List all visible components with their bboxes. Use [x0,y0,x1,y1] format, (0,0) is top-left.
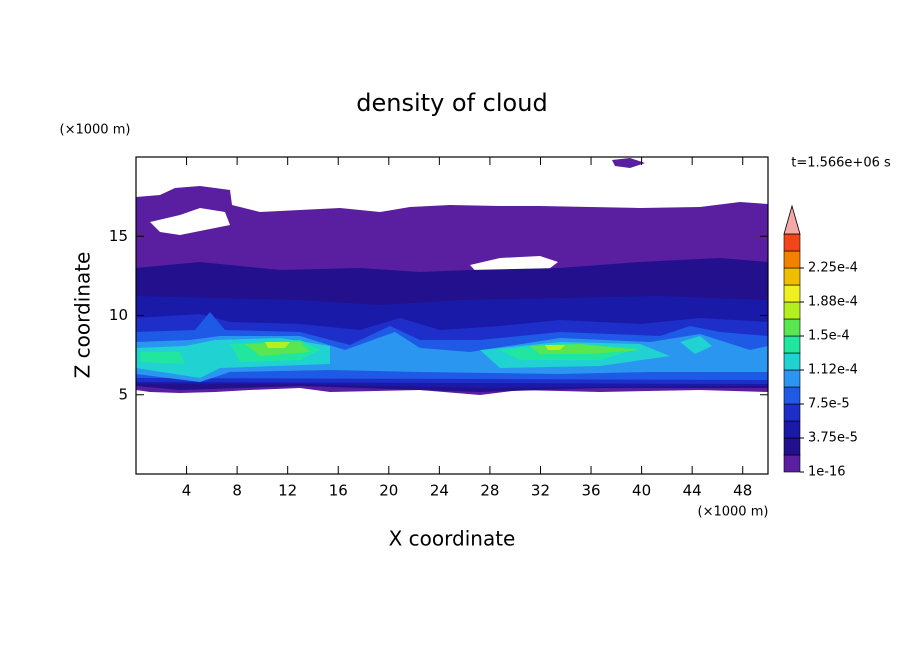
colorbar-box [783,437,801,456]
x-tick-label: 20 [379,482,398,500]
colorbar-box [783,267,801,286]
colorbar-box [783,386,801,405]
x-tick-label: 36 [581,482,600,500]
y-axis-label: Z coordinate [71,252,95,379]
contour-field [136,158,768,395]
colorbar-tick-label: 1.5e-4 [808,329,850,344]
y-tick-label: 10 [109,306,128,324]
x-tick-label: 28 [480,482,499,500]
x-tick-label: 12 [278,482,297,500]
colorbar-tick-label: 1e-16 [808,465,846,480]
colorbar-box [783,369,801,388]
colorbar-box [783,420,801,439]
colorbar-tick-label: 1.88e-4 [808,295,858,310]
colorbar-box [783,284,801,303]
colorbar-box [783,233,801,252]
colorbar-box [783,250,801,269]
colorbar-box [783,335,801,354]
y-tick-label: 5 [118,385,128,403]
colorbar-box [783,352,801,371]
colorbar-box [783,318,801,337]
x-tick-label: 16 [329,482,348,500]
x-tick-label: 44 [683,482,702,500]
colorbar-tick-label: 3.75e-5 [808,431,858,446]
x-tick-label: 32 [531,482,550,500]
colorbar-box [783,454,801,473]
colorbar-box [783,403,801,422]
x-tick-label: 48 [733,482,752,500]
colorbar-tick-label: 7.5e-5 [808,397,850,412]
x-unit: (×1000 m) [698,505,769,520]
x-tick-label: 24 [430,482,449,500]
x-tick-label: 40 [632,482,651,500]
y-unit: (×1000 m) [60,123,131,138]
chart-title: density of cloud [356,89,547,117]
x-tick-label: 8 [232,482,242,500]
colorbar-tick-label: 1.12e-4 [808,363,858,378]
colorbar-extend [783,204,801,235]
x-axis-label: X coordinate [389,527,516,551]
colorbar-box [783,301,801,320]
colorbar-tick-label: 2.25e-4 [808,261,858,276]
x-tick-label: 4 [182,482,192,500]
y-tick-label: 15 [109,227,128,245]
time-annotation: t=1.566e+06 s [791,156,891,171]
